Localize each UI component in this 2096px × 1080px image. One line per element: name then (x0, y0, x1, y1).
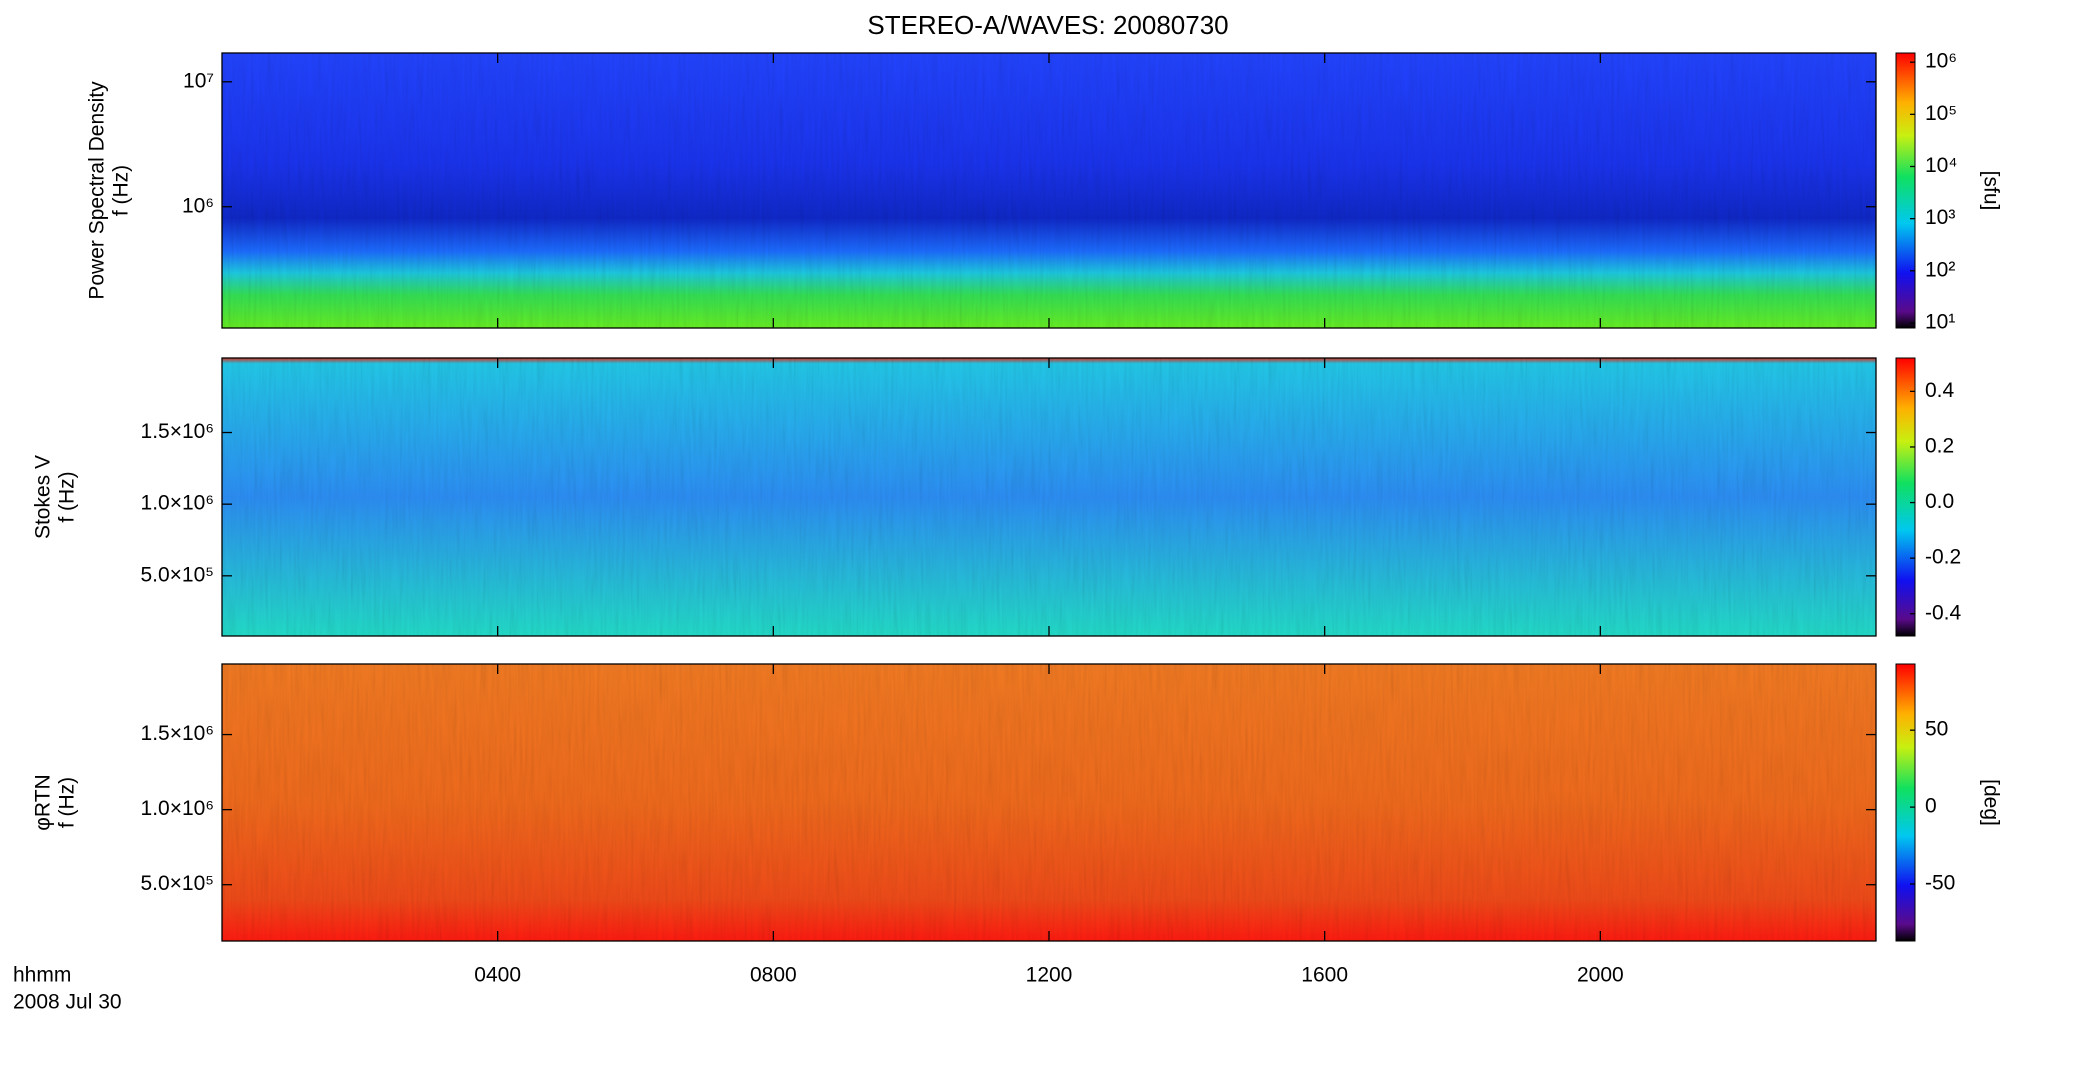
y-axis-label: Power Spectral Density (86, 81, 109, 300)
spectrogram-texture (222, 358, 1876, 636)
spectrogram-texture (222, 53, 1876, 328)
chart-title: STEREO-A/WAVES: 20080730 (867, 10, 1228, 40)
y-tick-label: 10⁶ (182, 194, 214, 217)
x-tick-label: 0400 (474, 964, 521, 987)
y-tick-label: 1.5×10⁶ (141, 722, 214, 745)
x-tick-label: 1600 (1301, 964, 1348, 987)
colorbar-tick-label: 10² (1925, 258, 1955, 281)
x-tick-label: 0800 (750, 964, 797, 987)
colorbar-label: [sfu] (1979, 171, 2002, 211)
y-axis-label: f (Hz) (110, 165, 133, 216)
colorbar (1895, 52, 1916, 329)
y-tick-label: 10⁷ (183, 69, 214, 92)
colorbar-tick-label: 10⁴ (1925, 154, 1957, 177)
colorbar-tick-label: 0.0 (1925, 490, 1954, 513)
colorbar (1895, 663, 1916, 942)
spectrogram-texture (222, 664, 1876, 941)
colorbar-label: [deg] (1979, 779, 2002, 826)
colorbar-tick-label: 10⁶ (1925, 50, 1957, 73)
colorbar-tick-label: -0.4 (1925, 601, 1962, 624)
colorbar-tick-label: 10³ (1925, 206, 1955, 229)
y-axis-label: f (Hz) (56, 471, 79, 522)
colorbar-tick-label: 0.2 (1925, 435, 1954, 458)
y-axis-label: φRTN (32, 774, 55, 830)
colorbar-tick-label: 10⁵ (1925, 102, 1957, 125)
colorbar-tick-label: 50 (1925, 718, 1948, 741)
colorbar-tick-label: -50 (1925, 872, 1955, 895)
colorbar-tick-label: 0.4 (1925, 379, 1955, 402)
colorbar-tick-label: 0 (1925, 795, 1937, 818)
y-tick-label: 1.5×10⁶ (141, 420, 214, 443)
y-tick-label: 1.0×10⁶ (141, 492, 214, 515)
colorbar-tick-label: 10¹ (1925, 310, 1955, 333)
y-tick-label: 5.0×10⁵ (140, 563, 214, 586)
x-axis-label: 2008 Jul 30 (13, 991, 122, 1014)
colorbar-tick-label: -0.2 (1925, 546, 1961, 569)
y-axis-label: f (Hz) (56, 777, 79, 828)
x-tick-label: 2000 (1577, 964, 1624, 987)
y-axis-label: Stokes V (32, 455, 55, 539)
y-tick-label: 5.0×10⁵ (140, 872, 214, 895)
y-tick-label: 1.0×10⁶ (141, 797, 214, 820)
colorbar (1895, 357, 1916, 637)
x-tick-label: 1200 (1026, 964, 1073, 987)
x-axis-label: hhmm (13, 964, 71, 987)
